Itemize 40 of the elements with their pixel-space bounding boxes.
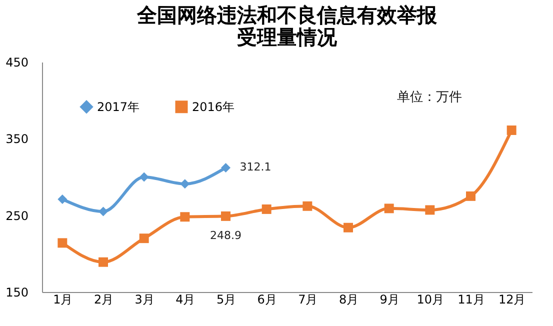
point (180, 212, 190, 222)
x-tick-label: 5月 (216, 292, 236, 306)
x-tick-label: 6月 (257, 292, 277, 306)
x-tick-label: 7月 (298, 292, 318, 306)
point (466, 191, 476, 201)
data-label: 248.9 (210, 229, 242, 242)
legend-label: 2016年 (192, 100, 235, 114)
x-tick-label: 2月 (94, 292, 114, 306)
x-tick-label: 8月 (338, 292, 359, 306)
point (139, 172, 149, 182)
point (302, 201, 312, 211)
point (506, 125, 516, 135)
x-tick-label: 12月 (498, 292, 526, 306)
x-tick-label: 1月 (53, 292, 73, 306)
point (98, 257, 108, 267)
point (344, 222, 353, 232)
x-tick-label: 3月 (134, 292, 154, 306)
x-tick-label: 4月 (176, 292, 196, 306)
x-tick-label: 11月 (458, 292, 485, 306)
point (139, 234, 149, 244)
point (58, 194, 68, 204)
data-label: 312.1 (240, 160, 272, 174)
point (180, 179, 190, 189)
point (221, 162, 230, 172)
x-tick-label: 9月 (380, 292, 400, 306)
point (425, 205, 435, 215)
point (98, 206, 108, 216)
x-tick-label: 10月 (416, 292, 444, 306)
text: 全国网络违法和不良信息有效举报 (137, 3, 437, 27)
point (262, 204, 272, 214)
y-tick-label: 450 (6, 56, 28, 70)
y-tick-label: 150 (6, 286, 28, 300)
text: 受理量情况 (237, 25, 337, 49)
y-tick-label: 350 (6, 132, 28, 146)
point (384, 204, 394, 214)
annotation: 单位：万件 (397, 90, 462, 105)
point (221, 211, 230, 221)
point (58, 238, 68, 248)
y-tick-label: 250 (6, 208, 28, 223)
legend-label: 2017年 (97, 100, 140, 114)
